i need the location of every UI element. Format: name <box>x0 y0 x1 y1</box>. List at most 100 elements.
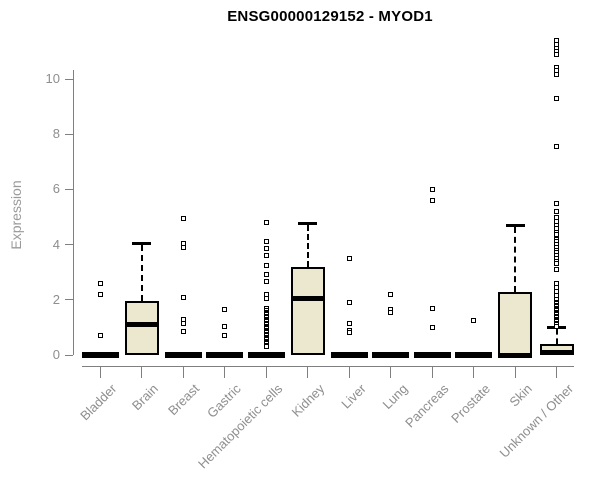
whisker-line-unknown-other <box>555 329 558 344</box>
y-axis-tick <box>65 244 73 246</box>
outlier-point-hematopoietic-cells <box>263 344 269 350</box>
x-axis-tick <box>265 367 267 378</box>
whisker-cap-brain <box>132 242 151 246</box>
outlier-point-breast <box>180 244 186 250</box>
x-axis-tick <box>99 367 101 378</box>
x-tick-label: Pancreas <box>402 381 452 431</box>
outlier-point-liver <box>346 255 352 261</box>
outlier-point-pancreas <box>429 324 435 330</box>
y-axis-label: Expression <box>8 180 24 250</box>
outlier-point-liver <box>346 320 352 326</box>
x-tick-label: Gastric <box>204 381 245 421</box>
chart-title: ENSG00000129152 - MYOD1 <box>227 8 433 25</box>
box-kidney <box>290 266 325 355</box>
y-tick-label: 0 <box>52 347 60 362</box>
outlier-point-unknown-other <box>554 200 559 206</box>
outlier-point-breast <box>180 320 186 326</box>
y-tick-label: 10 <box>45 71 60 86</box>
outlier-point-unknown-other <box>554 72 559 78</box>
y-axis-tick <box>65 354 73 356</box>
y-tick-label: 2 <box>52 291 60 307</box>
y-tick-label: 6 <box>52 181 60 197</box>
y-tick-label: 4 <box>52 236 60 252</box>
outlier-point-hematopoietic-cells <box>263 239 269 245</box>
x-tick-label: Prostate <box>448 381 494 426</box>
outlier-point-pancreas <box>429 305 435 311</box>
outlier-point-unknown-other <box>554 144 559 150</box>
zero-bar-bladder <box>81 352 119 358</box>
x-tick-label: Liver <box>338 381 369 412</box>
outlier-point-liver <box>346 330 352 336</box>
x-axis-tick <box>514 367 516 378</box>
x-tick-label: Breast <box>165 381 203 419</box>
x-axis-tick <box>307 367 308 378</box>
zero-bar-breast <box>164 352 202 358</box>
x-axis-tick <box>431 367 433 378</box>
outlier-point-unknown-other <box>554 208 559 214</box>
whisker-line-skin <box>514 227 516 292</box>
outlier-point-unknown-other <box>554 95 559 101</box>
box-skin <box>498 291 532 355</box>
zero-bar-liver <box>330 352 368 358</box>
y-tick-label: 8 <box>52 126 60 142</box>
x-tick-label: Brain <box>129 381 162 414</box>
whisker-cap-skin <box>505 224 525 228</box>
whisker-line-brain <box>140 245 143 302</box>
box-brain <box>124 301 159 355</box>
median-line-kidney <box>290 295 325 301</box>
zero-bar-prostate <box>455 352 492 358</box>
x-tick-label: Skin <box>506 381 535 410</box>
outlier-point-unknown-other <box>554 261 559 267</box>
outlier-point-gastric <box>222 306 227 312</box>
outlier-point-hematopoietic-cells <box>263 246 269 252</box>
x-tick-label: Kidney <box>288 381 328 420</box>
outlier-point-gastric <box>222 323 227 329</box>
zero-bar-hematopoietic-cells <box>247 352 285 358</box>
outlier-point-breast <box>180 215 186 221</box>
x-axis-tick <box>182 367 184 378</box>
y-axis-tick <box>65 133 73 135</box>
median-line-skin <box>498 352 532 358</box>
x-axis-tick <box>141 367 142 378</box>
x-axis-line <box>82 366 574 367</box>
y-axis-tick <box>65 188 73 190</box>
outlier-point-lung <box>388 291 393 297</box>
outlier-point-bladder <box>97 333 103 339</box>
outlier-point-gastric <box>222 333 227 339</box>
outlier-point-lung <box>388 309 393 315</box>
whisker-line-kidney <box>306 224 309 267</box>
outlier-point-unknown-other <box>554 323 559 329</box>
zero-bar-pancreas <box>413 352 451 358</box>
outlier-point-breast <box>180 294 186 300</box>
median-line-unknown-other <box>539 349 574 355</box>
outlier-point-hematopoietic-cells <box>263 272 269 278</box>
outlier-point-bladder <box>97 280 103 286</box>
y-axis-line <box>73 70 74 355</box>
outlier-point-liver <box>346 300 352 306</box>
outlier-point-bladder <box>97 291 103 297</box>
outlier-point-unknown-other <box>554 266 559 272</box>
outlier-point-pancreas <box>429 186 435 192</box>
outlier-point-unknown-other <box>554 51 559 57</box>
y-axis-tick <box>65 78 73 80</box>
y-axis-tick <box>65 299 73 301</box>
outlier-point-prostate <box>471 318 476 323</box>
x-axis-tick <box>390 367 391 378</box>
zero-bar-lung <box>372 352 409 358</box>
outlier-point-hematopoietic-cells <box>263 279 269 285</box>
median-line-brain <box>124 322 159 328</box>
outlier-point-pancreas <box>429 197 435 203</box>
outlier-point-hematopoietic-cells <box>263 253 269 259</box>
x-tick-label: Lung <box>379 381 411 413</box>
zero-bar-gastric <box>206 352 243 358</box>
x-axis-tick <box>224 367 225 378</box>
x-axis-tick <box>556 367 557 378</box>
outlier-point-hematopoietic-cells <box>263 262 269 268</box>
x-tick-label: Bladder <box>77 381 120 424</box>
outlier-point-hematopoietic-cells <box>263 220 269 226</box>
outlier-point-hematopoietic-cells <box>263 295 269 301</box>
whisker-cap-kidney <box>298 221 317 225</box>
x-tick-label: Unknown / Other <box>496 381 577 461</box>
x-axis-tick <box>473 367 474 378</box>
